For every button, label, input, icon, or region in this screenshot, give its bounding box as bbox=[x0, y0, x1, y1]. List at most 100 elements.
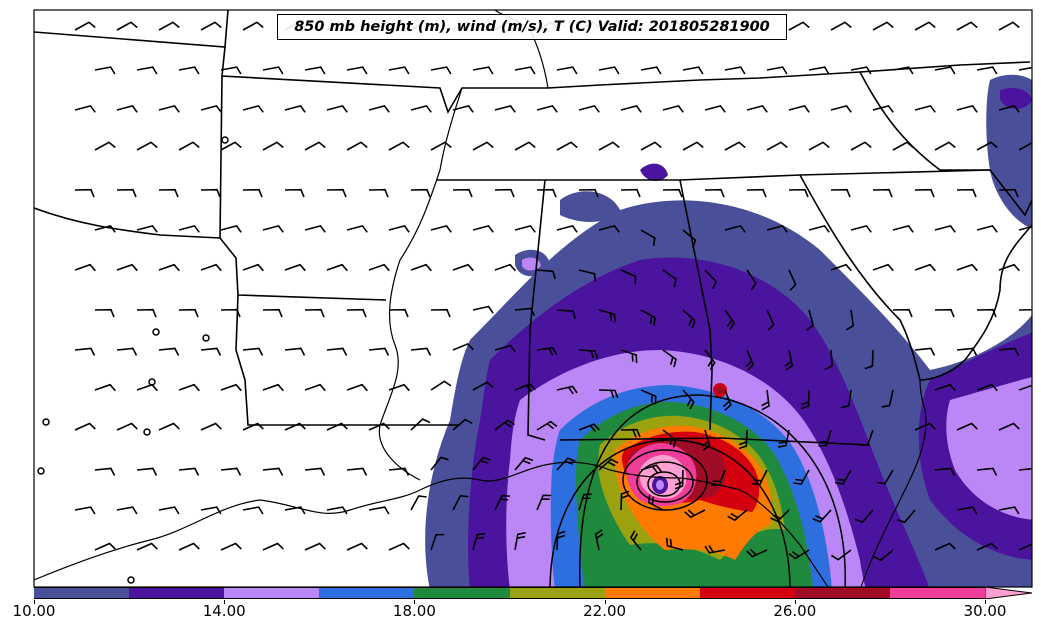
wind-barb bbox=[94, 542, 116, 551]
colorbar-segment bbox=[604, 587, 701, 599]
wind-barb bbox=[304, 141, 326, 151]
wind-barb bbox=[766, 141, 788, 151]
wind-barb bbox=[262, 383, 284, 392]
wind-barb bbox=[578, 188, 599, 198]
wind-barb bbox=[74, 506, 96, 515]
wind-barb bbox=[494, 344, 516, 353]
wind-barb bbox=[116, 422, 138, 431]
wind-barb bbox=[242, 422, 264, 431]
wind-barb bbox=[388, 383, 410, 392]
wind-barb bbox=[388, 542, 410, 551]
wind-barb bbox=[262, 224, 284, 233]
colorbar-tick bbox=[34, 600, 35, 604]
wind-barb bbox=[556, 530, 566, 551]
state-line bbox=[235, 294, 460, 426]
wind-barb bbox=[242, 263, 264, 272]
wind-barb bbox=[914, 104, 936, 113]
wind-barb bbox=[620, 490, 630, 511]
wind-barb bbox=[74, 188, 95, 198]
wind-barb bbox=[956, 506, 978, 515]
wind-barb bbox=[178, 141, 200, 151]
wind-barb bbox=[682, 309, 696, 329]
wind-barb bbox=[94, 66, 116, 75]
wind-barb bbox=[976, 141, 998, 151]
wind-barb bbox=[854, 509, 874, 524]
state-line bbox=[799, 174, 921, 381]
wind-barb bbox=[346, 308, 367, 318]
wind-barb bbox=[956, 104, 978, 113]
wind-barb bbox=[178, 308, 199, 318]
wind-barb bbox=[881, 389, 894, 408]
wind-barb bbox=[158, 347, 180, 356]
wind-barb bbox=[388, 224, 410, 233]
wind-barb bbox=[662, 429, 677, 448]
wind-barb bbox=[724, 309, 736, 331]
colorbar-tick-label: 18.00 bbox=[392, 602, 436, 620]
wind-barb bbox=[536, 188, 557, 198]
wind-barb bbox=[745, 349, 755, 371]
wind-barb bbox=[430, 533, 445, 551]
wind-barb bbox=[1018, 467, 1032, 471]
wind-barb bbox=[934, 383, 956, 392]
wind-barb bbox=[388, 66, 410, 75]
wind-barb bbox=[242, 347, 264, 356]
wind-barb bbox=[830, 549, 852, 561]
wind-barb bbox=[1018, 543, 1032, 551]
height-contour bbox=[636, 461, 694, 503]
wind-barb bbox=[598, 309, 617, 323]
calm-wind-circle bbox=[221, 136, 229, 144]
wind-barb bbox=[914, 21, 936, 31]
wind-barb bbox=[578, 493, 592, 511]
temp-cell bbox=[640, 163, 668, 182]
wind-barb bbox=[620, 104, 642, 113]
wind-barb bbox=[220, 308, 241, 318]
wind-barb bbox=[368, 188, 389, 198]
wind-barb bbox=[830, 21, 852, 31]
wind-barb bbox=[998, 506, 1020, 515]
wind-barb bbox=[662, 188, 683, 198]
wind-barb bbox=[178, 467, 200, 476]
wind-barb bbox=[220, 141, 242, 151]
temperature-fill-layer bbox=[425, 74, 1032, 587]
wind-barb bbox=[472, 66, 494, 75]
wind-barb bbox=[956, 263, 978, 272]
river bbox=[378, 87, 463, 481]
wind-barb bbox=[859, 429, 874, 446]
wind-barb bbox=[116, 347, 138, 356]
wind-barb bbox=[556, 385, 578, 395]
wind-barb bbox=[850, 141, 872, 151]
wind-barb bbox=[514, 224, 536, 233]
wind-barb bbox=[94, 383, 116, 392]
colorbar-tick-label: 14.00 bbox=[202, 602, 246, 620]
wind-barb bbox=[976, 383, 998, 392]
wind-barb bbox=[704, 104, 726, 113]
colorbar-segment bbox=[509, 587, 606, 599]
temp-cell bbox=[716, 386, 724, 394]
wind-barb bbox=[136, 308, 157, 318]
wind-barb bbox=[914, 263, 936, 272]
wind-barb bbox=[472, 224, 494, 233]
wind-barb bbox=[262, 542, 284, 551]
wind-barb bbox=[304, 467, 326, 476]
wind-barb bbox=[556, 224, 578, 233]
wind-barb bbox=[536, 420, 558, 431]
wind-barb bbox=[724, 66, 746, 75]
wind-barb bbox=[746, 269, 757, 291]
wind-barb bbox=[806, 309, 815, 331]
wind-barb bbox=[136, 224, 158, 233]
map-title: 850 mb height (m), wind (m/s), T (C) Val… bbox=[277, 14, 787, 40]
wind-barb bbox=[914, 347, 936, 356]
wind-barb bbox=[514, 456, 534, 471]
calm-wind-circle bbox=[152, 328, 160, 336]
colorbar-tick-label: 22.00 bbox=[583, 602, 627, 620]
wind-barb bbox=[872, 188, 893, 198]
wind-barb bbox=[682, 141, 704, 151]
wind-barb bbox=[388, 467, 410, 476]
wind-barb bbox=[769, 509, 790, 523]
wind-barb bbox=[704, 349, 716, 371]
wind-barb bbox=[556, 309, 577, 319]
state-line bbox=[221, 46, 548, 114]
colorbar-segment bbox=[129, 587, 225, 599]
wind-barb bbox=[788, 188, 809, 198]
